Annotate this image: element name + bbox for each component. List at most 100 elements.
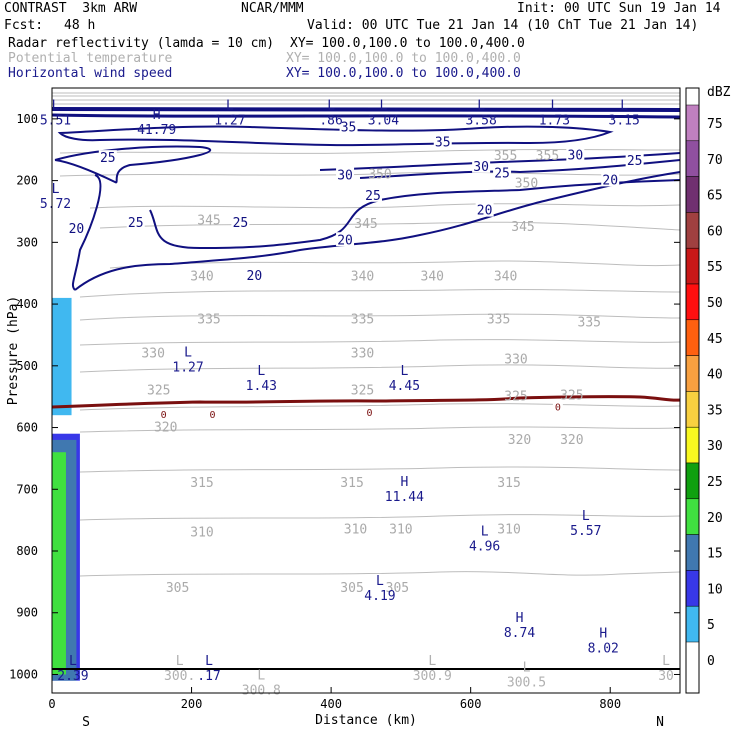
field-name-theta: Potential temperature [8, 51, 173, 66]
theta-extremum-value: 300. [164, 669, 195, 684]
colorbar-swatch [685, 605, 700, 643]
theta-label: 320 [508, 433, 531, 448]
theta-label: 340 [190, 269, 213, 284]
y-tick-label: 200 [16, 174, 38, 188]
wind-line [57, 125, 614, 147]
theta-label: 345 [197, 214, 220, 229]
wind-contours [51, 107, 681, 291]
x-tick-label: 800 [599, 697, 621, 711]
theta-label: 345 [511, 220, 534, 235]
theta-line [79, 571, 681, 577]
wind-label: 30 [473, 160, 489, 175]
wind-label: 25 [128, 216, 144, 231]
theta-label: 330 [351, 346, 374, 361]
y-tick-label: 1000 [9, 667, 38, 681]
wind-extremum-value: 41.79 [137, 123, 176, 138]
colorbar-label: 70 [707, 153, 723, 168]
colorbar-label: 20 [707, 511, 723, 526]
wind-extremum-value: 5.72 [40, 197, 71, 212]
valid-time: Valid: 00 UTC Tue 21 Jan 14 (10 ChT Tue … [307, 18, 699, 33]
wind-extremum-letter: L [582, 509, 590, 524]
wind-label: 30 [568, 149, 584, 164]
colorbar-swatch [685, 319, 700, 356]
theta-label: 350 [515, 177, 538, 192]
x-tick-label: 600 [460, 697, 482, 711]
zero-label: 0 [161, 410, 167, 421]
wind-label: 25 [494, 167, 510, 182]
colorbar-swatch [685, 355, 700, 392]
theta-label: 310 [497, 522, 520, 537]
wind-label-bg [336, 232, 355, 247]
theta-extremum-value: 300.5 [507, 675, 546, 690]
wind-extremum-value: 8.02 [588, 641, 619, 656]
theta-label: 315 [497, 476, 520, 491]
theta-extremum-value: 30 [658, 669, 674, 684]
colorbar-swatch [685, 534, 700, 571]
theta-line [79, 426, 681, 433]
theta-label: 340 [351, 269, 374, 284]
colorbar-label: 60 [707, 224, 723, 239]
wind-extremum-letter: H [153, 108, 161, 123]
zero-label-bg [364, 407, 375, 418]
theta-label: 325 [560, 388, 583, 403]
colorbar-swatch [685, 104, 700, 142]
theta-label: 335 [197, 313, 220, 328]
wind-extremum-letter: L [481, 525, 489, 540]
wind-extremum-value: .17 [197, 669, 220, 684]
wind-extremum-letter: L [380, 99, 388, 114]
y-tick-label: 700 [16, 482, 38, 496]
wind-label: 25 [627, 154, 643, 169]
reflectivity-cell [52, 297, 72, 416]
theta-label: 340 [421, 269, 444, 284]
theta-line [79, 364, 681, 373]
wind-label-bg [98, 150, 117, 165]
theta-extremum-letter: L [662, 654, 670, 669]
wind-extremum-value: 5.51 [40, 114, 71, 129]
colorbar-swatch [685, 498, 700, 535]
theta-line [59, 149, 681, 154]
zero-label-bg [552, 401, 563, 412]
wind-label: 25 [100, 151, 116, 166]
theta-extremum-value: 300.8 [242, 683, 281, 698]
theta-extremum-letter: L [257, 668, 265, 683]
wind-label-bg [339, 119, 358, 134]
theta-label: 315 [340, 476, 363, 491]
wind-extremum-value: 5.57 [570, 524, 601, 539]
field-xy-theta: XY= 100.0,100.0 to 100.0,400.0 [286, 51, 521, 66]
theta-label: 320 [154, 421, 177, 436]
theta-line [89, 203, 681, 209]
wind-label-bg [625, 153, 644, 168]
wind-label-bg [245, 268, 264, 283]
theta-line [79, 403, 681, 411]
field-xy-wind: XY= 100.0,100.0 to 100.0,400.0 [286, 66, 521, 81]
wind-label-bg [67, 221, 86, 236]
wind-label: 35 [435, 136, 451, 151]
theta-label: 305 [340, 581, 363, 596]
wind-extremum-value: 1.27 [214, 114, 245, 129]
wind-line [51, 113, 681, 119]
theta-line [79, 313, 681, 321]
theta-label: 345 [354, 217, 377, 232]
y-tick-label: 800 [16, 544, 38, 558]
wind-extremum-value: 1.27 [172, 361, 203, 376]
wind-label-bg [126, 214, 145, 229]
theta-label: 355 [536, 149, 559, 164]
theta-line [99, 221, 681, 231]
wind-extremum-value: 8.74 [504, 626, 535, 641]
theta-line [79, 288, 681, 298]
colorbar-swatch [685, 462, 700, 500]
wind-line [54, 145, 212, 184]
wind-extremum-value: 3.15 [609, 114, 640, 129]
y-axis-label: Pressure (hPa) [6, 296, 21, 406]
theta-extremum-letter: L [176, 654, 184, 669]
colorbar-swatch [685, 283, 700, 321]
x-tick-label: 0 [48, 697, 55, 711]
theta-label: 325 [351, 384, 374, 399]
theta-contours [52, 92, 681, 577]
colorbar-label: 10 [707, 582, 723, 597]
field-xy-reflectivity: XY= 100.0,100.0 to 100.0,400.0 [290, 36, 525, 51]
zero-label: 0 [555, 403, 561, 414]
theta-label: 305 [166, 581, 189, 596]
theta-extremum-letter: L [523, 660, 531, 675]
